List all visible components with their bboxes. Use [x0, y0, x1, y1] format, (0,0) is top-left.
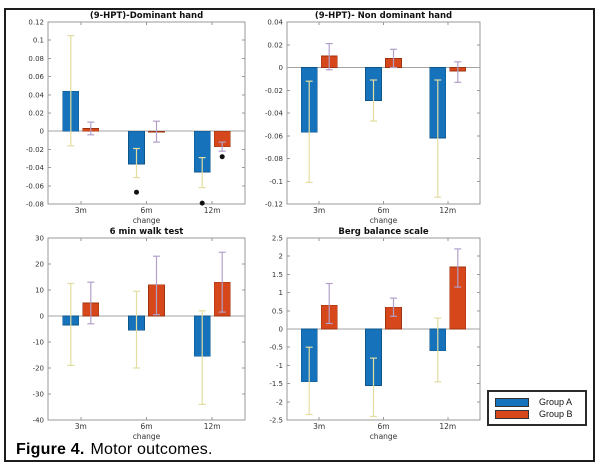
svg-text:30: 30	[35, 235, 44, 243]
svg-text:6m: 6m	[140, 422, 152, 431]
svg-text:-1.5: -1.5	[269, 380, 283, 388]
svg-text:change: change	[133, 216, 161, 225]
chart-6-min-walk-test: 30 20 10 0 -10 -20 -30 -40 3m 6m 12m 6 min walk tes…	[33, 227, 246, 441]
svg-text:-1: -1	[276, 362, 283, 370]
svg-text:6m: 6m	[377, 422, 389, 431]
svg-text:0: 0	[40, 313, 44, 321]
svg-text:0.04: 0.04	[267, 19, 283, 27]
svg-text:12m: 12m	[439, 206, 456, 215]
svg-text:0.08: 0.08	[28, 55, 44, 63]
svg-text:2: 2	[279, 253, 283, 261]
svg-text:change: change	[370, 216, 398, 225]
svg-text:-10: -10	[33, 339, 44, 347]
svg-text:-30: -30	[33, 391, 44, 399]
svg-text:-0.02: -0.02	[26, 146, 44, 154]
svg-text:12m: 12m	[204, 422, 221, 431]
svg-text:change: change	[133, 432, 161, 441]
svg-text:2.5: 2.5	[272, 235, 283, 243]
figure-caption: Figure 4. Motor outcomes.	[16, 441, 213, 459]
svg-text:0.5: 0.5	[272, 307, 283, 315]
svg-text:0: 0	[279, 64, 283, 72]
svg-text:-40: -40	[33, 417, 44, 425]
svg-text:3m: 3m	[313, 422, 325, 431]
svg-text:12m: 12m	[439, 422, 456, 431]
svg-text:10: 10	[35, 287, 44, 295]
chart-berg-balance-scale: 2.5 2 1.5 1 0.5 0 -0.5 -1 -1.5 -2 -2.5 3m 6m 12m Berg …	[269, 227, 481, 441]
svg-text:6m: 6m	[140, 206, 152, 215]
svg-text:-0.12: -0.12	[265, 201, 283, 209]
svg-text:-0.1: -0.1	[269, 178, 283, 186]
svg-text:0.1: 0.1	[33, 37, 44, 45]
svg-text:0: 0	[40, 128, 44, 136]
chart-9hpt-non-dominant-hand: 0.04 0.02 0 -0.02 -0.04 -0.06 -0.08 -0.1 -0.12 3m…	[265, 11, 481, 225]
svg-text:1.5: 1.5	[272, 271, 283, 279]
svg-text:Berg balance scale: Berg balance scale	[338, 227, 429, 237]
svg-text:-0.08: -0.08	[26, 201, 44, 209]
svg-text:-0.06: -0.06	[26, 182, 45, 190]
svg-text:-0.04: -0.04	[26, 164, 45, 172]
svg-text:3m: 3m	[313, 206, 325, 215]
svg-text:-20: -20	[33, 365, 44, 373]
svg-text:-2: -2	[276, 398, 283, 406]
svg-text:0.04: 0.04	[28, 91, 44, 99]
svg-text:-0.5: -0.5	[269, 344, 283, 352]
svg-text:6m: 6m	[377, 206, 389, 215]
svg-text:0.12: 0.12	[28, 19, 44, 27]
svg-text:1: 1	[279, 289, 283, 297]
group-a-color-swatch	[495, 397, 529, 407]
svg-text:0.02: 0.02	[28, 110, 44, 118]
svg-text:-0.02: -0.02	[265, 87, 283, 95]
svg-text:-0.06: -0.06	[265, 132, 284, 140]
figure-caption-text: Motor outcomes.	[90, 441, 213, 458]
legend-item-group-a: Group A	[495, 396, 579, 408]
svg-text:-0.08: -0.08	[265, 155, 283, 163]
svg-text:(9-HPT)-Dominant hand: (9-HPT)-Dominant hand	[90, 11, 203, 21]
svg-text:12m: 12m	[204, 206, 221, 215]
svg-text:0.06: 0.06	[28, 73, 44, 81]
legend-item-group-b: Group B	[495, 408, 579, 420]
group-b-color-swatch	[495, 409, 529, 419]
svg-text:-0.04: -0.04	[265, 110, 284, 118]
svg-text:3m: 3m	[75, 206, 87, 215]
svg-text:3m: 3m	[75, 422, 87, 431]
svg-text:(9-HPT)- Non dominant hand: (9-HPT)- Non dominant hand	[315, 11, 452, 21]
svg-text:6 min walk test: 6 min walk test	[110, 227, 184, 237]
svg-text:0.02: 0.02	[267, 41, 283, 49]
figure-caption-label: Figure 4.	[16, 441, 85, 458]
svg-text:-2.5: -2.5	[269, 417, 283, 425]
svg-text:change: change	[370, 432, 398, 441]
chart-legend: Group A Group B	[487, 390, 587, 426]
svg-text:0: 0	[279, 326, 283, 334]
svg-text:20: 20	[35, 261, 44, 269]
chart-9hpt-dominant-hand: 0.12 0.1 0.08 0.06 0.04 0.02 0 -0.02 -0.04 -0.06 -…	[26, 11, 246, 225]
legend-label-group-a: Group A	[539, 397, 573, 407]
legend-label-group-b: Group B	[539, 409, 573, 419]
